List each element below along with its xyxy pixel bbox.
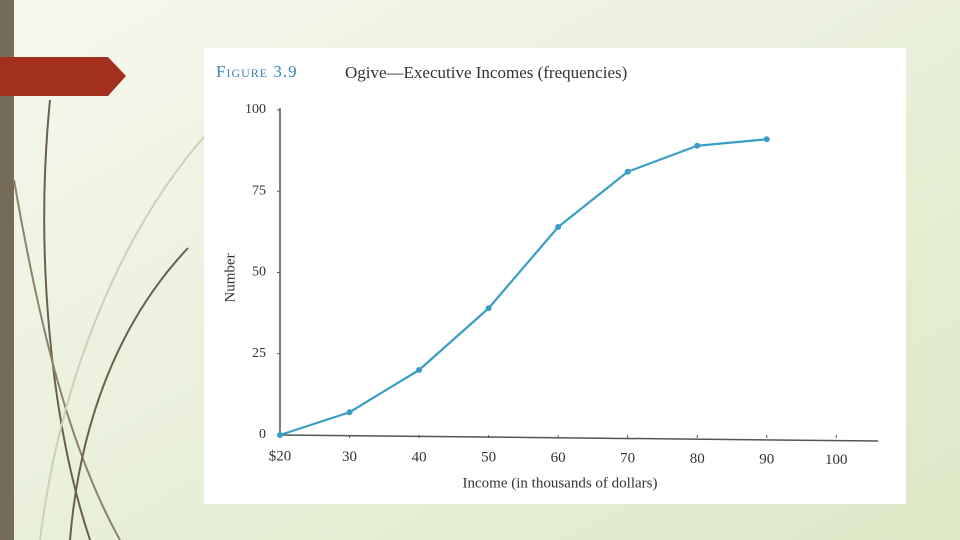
point — [694, 142, 701, 149]
x-tick-label: 100 — [825, 452, 848, 468]
y-tick-label: 75 — [252, 183, 266, 198]
y-tick-label: 50 — [252, 265, 266, 280]
x-tick-label: 70 — [620, 451, 635, 467]
side-stripe — [0, 0, 14, 540]
y-tick-label: 25 — [252, 346, 266, 361]
x-tick-label: $20 — [269, 448, 292, 464]
point — [346, 409, 353, 416]
x-tick-label: 40 — [412, 449, 427, 465]
x-axis-label: Income (in thousands of dollars) — [463, 475, 658, 491]
x-tick-label: 30 — [342, 449, 357, 465]
x-axis — [279, 434, 879, 442]
y-tick-label: 100 — [245, 102, 266, 117]
x-tick-label: 90 — [759, 451, 774, 467]
point — [416, 367, 423, 373]
figure-label: Figure 3.9 — [216, 62, 298, 81]
line — [279, 138, 767, 437]
chart-title: Ogive—Executive Incomes (frequencies) — [345, 63, 627, 82]
x-tick-label: 80 — [690, 451, 705, 467]
x-tick-label: 50 — [481, 450, 496, 466]
point — [624, 168, 631, 175]
x-tick-label: 60 — [551, 450, 566, 466]
figure-panel — [204, 48, 906, 504]
point — [763, 136, 770, 143]
arrow-tab — [0, 57, 126, 96]
point — [485, 305, 492, 312]
decor-curves — [13, 99, 211, 540]
plot: 0 25 50 75 100 $20 30 40 50 60 70 80 90 100 — [245, 102, 879, 468]
point — [277, 432, 283, 438]
y-tick-label: 0 — [259, 427, 266, 442]
point — [555, 224, 562, 230]
y-axis-label: Number — [222, 253, 238, 302]
